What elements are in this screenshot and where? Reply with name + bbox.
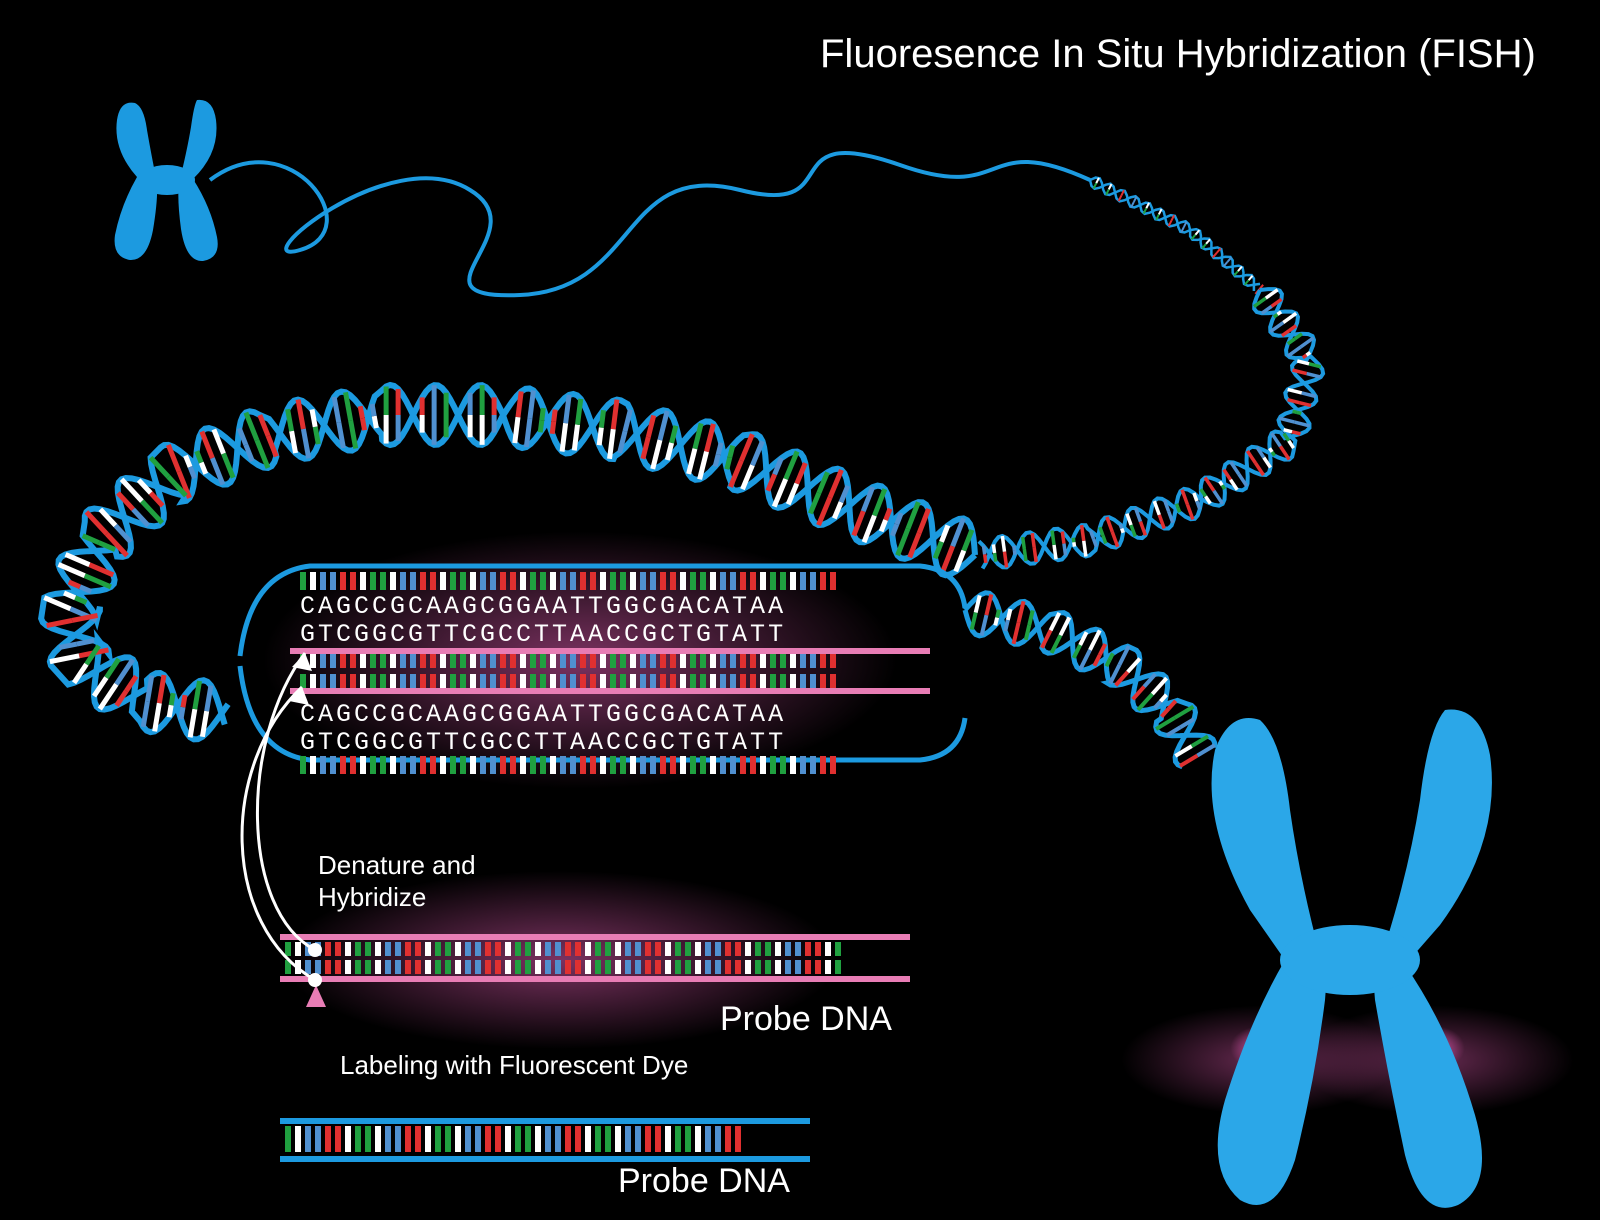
tick-row: [300, 756, 930, 774]
denature-label-line1: Denature and: [318, 850, 476, 881]
denature-label-line2: Hybridize: [318, 882, 426, 913]
tick-row: [300, 654, 930, 668]
sequence-1-top: CAGCCGCAAGCGGAATTGGCGACATAA: [300, 592, 786, 621]
tick-row: [300, 572, 930, 590]
labeling-label: Labeling with Fluorescent Dye: [340, 1050, 688, 1081]
unlabeled-probe-top: [280, 1118, 810, 1124]
probe-dna-labeled-label: Probe DNA: [720, 1000, 892, 1039]
labeling-arrow-icon: [296, 985, 336, 1135]
tick-row: [300, 674, 930, 688]
denature-arrows-icon: [210, 625, 390, 995]
tick-row: [285, 1126, 805, 1152]
probe-dna-unlabeled-label: Probe DNA: [618, 1162, 790, 1201]
